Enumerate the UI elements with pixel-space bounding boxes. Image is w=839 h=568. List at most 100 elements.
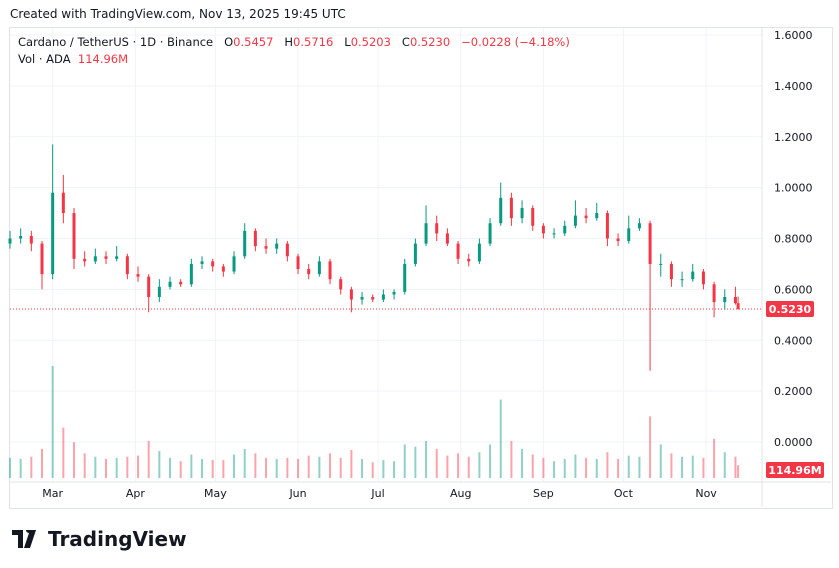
volume-bar bbox=[606, 452, 609, 478]
candle-body bbox=[200, 261, 204, 264]
volume-bar bbox=[702, 457, 705, 478]
candle-body bbox=[563, 225, 567, 234]
volume-bar bbox=[403, 444, 406, 478]
volume-bar bbox=[414, 446, 417, 478]
volume-bar bbox=[222, 460, 225, 478]
volume-bar bbox=[211, 460, 214, 478]
candle-body bbox=[51, 192, 55, 275]
candle-body bbox=[691, 271, 695, 280]
x-tick-label: Jun bbox=[288, 487, 306, 500]
volume-bar bbox=[467, 456, 470, 478]
chart-legend: Cardano / TetherUS · 1D · Binance O0.545… bbox=[18, 34, 570, 68]
candle-body bbox=[477, 243, 481, 262]
symbol-title[interactable]: Cardano / TetherUS · 1D · Binance bbox=[18, 35, 214, 49]
last-price-label: 0.5230 bbox=[769, 303, 812, 316]
volume-bar bbox=[563, 458, 566, 478]
y-tick-label: 0.6000 bbox=[774, 283, 813, 296]
candle-body bbox=[467, 258, 471, 262]
candle-body bbox=[616, 238, 620, 242]
y-tick-label: 1.4000 bbox=[774, 80, 813, 93]
candle-body bbox=[584, 215, 588, 219]
volume-bar bbox=[19, 458, 22, 478]
volume-label[interactable]: Vol · ADA bbox=[18, 52, 71, 66]
low-label: L bbox=[344, 35, 351, 49]
x-tick-label: Nov bbox=[695, 487, 717, 500]
volume-bar bbox=[617, 458, 620, 478]
candle-body bbox=[381, 294, 385, 300]
volume-bar bbox=[126, 456, 129, 478]
candle-body bbox=[40, 243, 44, 275]
y-tick-label: 0.4000 bbox=[774, 334, 813, 347]
candle-body bbox=[499, 197, 503, 224]
volume-bar bbox=[585, 457, 588, 478]
close-value: 0.5230 bbox=[409, 35, 451, 49]
candle-body bbox=[232, 256, 236, 272]
close-label: C bbox=[401, 35, 410, 49]
volume-bar bbox=[446, 455, 449, 478]
volume-bar bbox=[41, 448, 44, 478]
volume-bar bbox=[233, 454, 236, 478]
volume-bar bbox=[201, 458, 204, 478]
candle-body bbox=[445, 233, 449, 244]
candle-body bbox=[371, 297, 375, 300]
candle-body bbox=[104, 256, 108, 259]
low-value: 0.5203 bbox=[350, 35, 391, 49]
candle-body bbox=[605, 213, 609, 239]
candle-body bbox=[157, 286, 161, 298]
volume-bar bbox=[713, 438, 716, 478]
candle-body bbox=[403, 263, 407, 292]
volume-bar bbox=[158, 451, 161, 478]
candle-body bbox=[8, 238, 12, 244]
last-volume-label: 114.96M bbox=[768, 464, 821, 477]
volume-bar bbox=[318, 456, 321, 478]
x-tick-label: Sep bbox=[533, 487, 554, 500]
volume-value: 114.96M bbox=[77, 52, 129, 66]
candle-body bbox=[627, 228, 631, 242]
y-tick-label: 0.8000 bbox=[774, 233, 813, 246]
tradingview-logo-icon bbox=[12, 530, 36, 548]
candles bbox=[8, 144, 740, 371]
candle-body bbox=[243, 230, 247, 257]
candle-body bbox=[179, 281, 183, 285]
volume-bar bbox=[478, 452, 481, 478]
volume-bar bbox=[94, 456, 97, 478]
volume-bar bbox=[307, 455, 310, 478]
volume-bar bbox=[243, 448, 246, 478]
ohlc-row: Cardano / TetherUS · 1D · Binance O0.545… bbox=[18, 34, 570, 51]
tradingview-logo[interactable]: TradingView bbox=[12, 527, 187, 551]
candle-body bbox=[253, 230, 257, 247]
high-label: H bbox=[284, 35, 294, 49]
volume-bar bbox=[275, 458, 278, 478]
candle-body bbox=[573, 215, 577, 226]
volume-bar bbox=[510, 441, 513, 478]
candle-body bbox=[701, 271, 705, 285]
candle-body bbox=[541, 225, 545, 234]
candle-body bbox=[413, 243, 417, 264]
open-label: O bbox=[224, 35, 234, 49]
candle-body bbox=[392, 291, 396, 295]
candle-body bbox=[360, 297, 364, 300]
volume-bar bbox=[521, 448, 524, 478]
volume-bar bbox=[73, 442, 76, 478]
volume-bar bbox=[435, 448, 438, 478]
created-with-caption: Created with TradingView.com, Nov 13, 20… bbox=[10, 7, 346, 21]
volume-bar bbox=[670, 453, 673, 478]
volume-bar bbox=[723, 452, 726, 478]
candle-body bbox=[733, 297, 737, 304]
candle-body bbox=[339, 279, 343, 290]
candle-body bbox=[211, 261, 215, 267]
x-tick-label: May bbox=[204, 487, 227, 500]
candle-body bbox=[72, 213, 76, 259]
volume-bar bbox=[499, 399, 502, 478]
candle-body bbox=[659, 263, 663, 265]
y-tick-label: 0.0000 bbox=[774, 436, 813, 449]
candle-body bbox=[168, 281, 172, 287]
candle-body bbox=[669, 263, 673, 280]
volume-bar bbox=[737, 465, 740, 478]
candle-body bbox=[285, 243, 289, 257]
volume-bar bbox=[457, 453, 460, 478]
volume-bar bbox=[137, 455, 140, 478]
volume-bar bbox=[649, 416, 652, 478]
chart-frame[interactable] bbox=[9, 27, 833, 509]
